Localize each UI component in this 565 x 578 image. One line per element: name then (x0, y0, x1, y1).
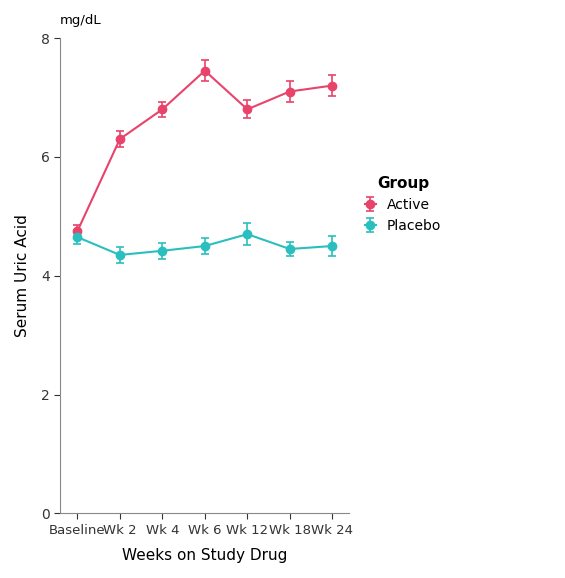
X-axis label: Weeks on Study Drug: Weeks on Study Drug (122, 548, 288, 563)
Legend: Active, Placebo: Active, Placebo (359, 171, 447, 238)
Text: mg/dL: mg/dL (59, 14, 101, 27)
Y-axis label: Serum Uric Acid: Serum Uric Acid (15, 214, 30, 337)
